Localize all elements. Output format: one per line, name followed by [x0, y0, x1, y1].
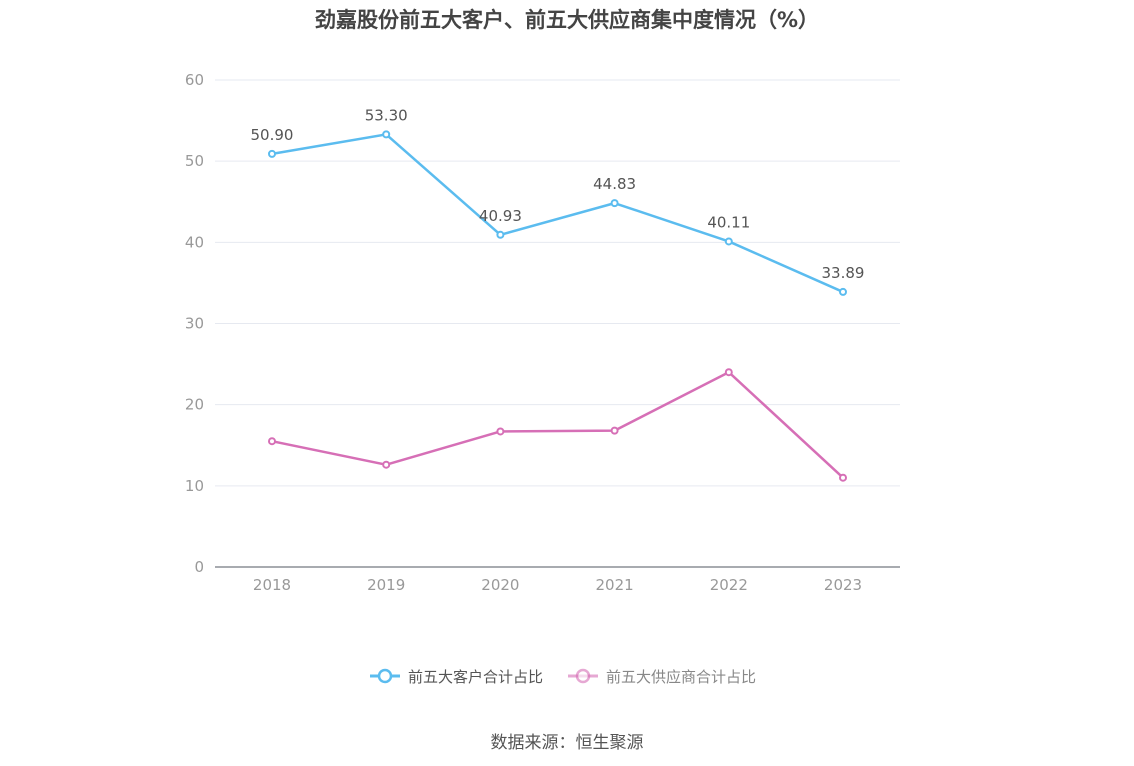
- data-point: [382, 460, 391, 469]
- data-point: [268, 437, 276, 446]
- axis-layer: 0 10 20 30 40 50 60 2018 2019 2020 2021 2022 2023: [185, 71, 900, 594]
- x-tick-label: 2018: [253, 576, 291, 594]
- data-point: [724, 368, 733, 377]
- series-line-0: [271, 133, 844, 294]
- y-tick-label: 20: [185, 396, 204, 414]
- y-tick-label: 0: [194, 558, 204, 576]
- source-note: 数据来源：恒生聚源: [490, 733, 644, 753]
- data-point: [496, 427, 505, 436]
- y-tick-label: 50: [185, 152, 204, 170]
- legend-marker-icon: [377, 668, 393, 684]
- data-point: [610, 426, 619, 435]
- data-label: 53.30: [365, 106, 408, 124]
- data-point: [610, 199, 619, 208]
- data-label: 40.93: [479, 207, 522, 225]
- x-tick-label: 2022: [710, 576, 748, 594]
- data-label-layer: 50.90 53.30 40.93 44.83 40.11 33.89: [251, 106, 865, 282]
- legend: 前五大客户合计占比 前五大供应商合计占比: [370, 668, 756, 686]
- x-tick-label: 2023: [824, 576, 862, 594]
- data-label: 50.90: [251, 126, 294, 144]
- data-point: [839, 473, 847, 482]
- x-tick-label: 2019: [367, 576, 405, 594]
- data-label: 33.89: [822, 264, 865, 282]
- data-label: 44.83: [593, 175, 636, 193]
- chart-title: 劲嘉股份前五大客户、前五大供应商集中度情况（%）: [314, 8, 820, 32]
- series-line-1: [271, 370, 844, 479]
- data-point: [496, 230, 505, 239]
- data-point: [724, 237, 733, 246]
- x-tick-label: 2021: [596, 576, 634, 594]
- series-layer: [268, 130, 847, 482]
- legend-marker-icon: [575, 668, 591, 684]
- y-tick-label: 40: [185, 233, 204, 251]
- data-point: [268, 149, 276, 158]
- data-point: [382, 130, 391, 139]
- legend-label: 前五大供应商合计占比: [606, 668, 756, 686]
- grid-layer: [215, 79, 900, 487]
- y-tick-label: 10: [185, 477, 204, 495]
- data-label: 40.11: [707, 213, 750, 231]
- data-point: [839, 287, 847, 296]
- y-tick-label: 60: [185, 71, 204, 89]
- legend-label: 前五大客户合计占比: [408, 668, 543, 686]
- y-tick-label: 30: [185, 315, 204, 333]
- x-tick-label: 2020: [481, 576, 519, 594]
